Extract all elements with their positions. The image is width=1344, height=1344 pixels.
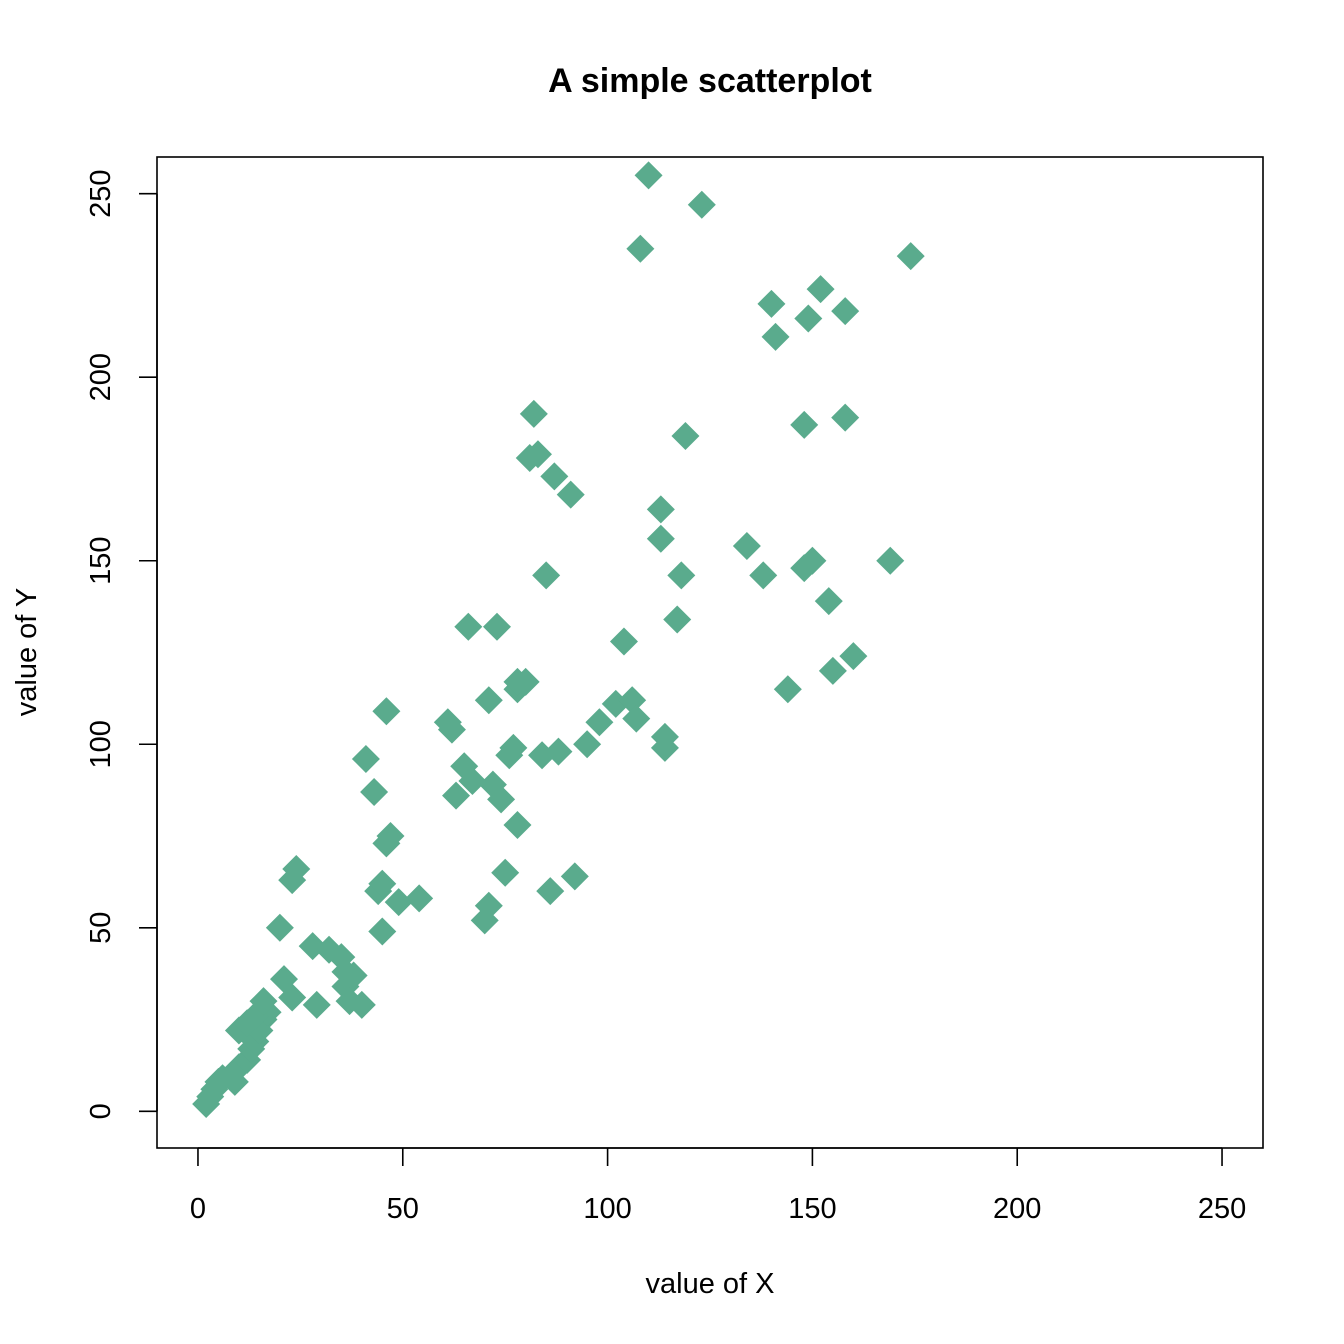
- y-tick-label: 0: [85, 1103, 117, 1119]
- x-axis: 0 50 100 150 200 250: [190, 1147, 1246, 1225]
- data-point: [585, 708, 614, 737]
- x-tick-label: 50: [387, 1193, 419, 1225]
- x-tick-label: 250: [1198, 1193, 1246, 1225]
- data-point: [347, 990, 376, 1019]
- data-point: [757, 289, 786, 318]
- y-tick-label: 150: [85, 537, 117, 585]
- data-point: [519, 399, 548, 428]
- data-point: [622, 704, 651, 733]
- data-point: [544, 737, 573, 766]
- data-point: [368, 869, 397, 898]
- data-point: [573, 730, 602, 759]
- data-point: [499, 733, 528, 762]
- data-point: [790, 410, 819, 439]
- data-point: [442, 781, 471, 810]
- data-point: [687, 190, 716, 219]
- data-point: [339, 961, 368, 990]
- data-point: [794, 304, 823, 333]
- data-point: [351, 744, 380, 773]
- data-point: [249, 987, 278, 1016]
- data-point: [503, 811, 532, 840]
- data-point: [618, 686, 647, 715]
- y-axis-label: value of Y: [11, 588, 43, 716]
- data-point: [384, 888, 413, 917]
- data-point: [896, 242, 925, 271]
- data-point: [560, 862, 589, 891]
- data-point: [437, 715, 466, 744]
- data-point: [646, 495, 675, 524]
- data-point: [634, 161, 663, 190]
- y-tick-label: 100: [85, 720, 117, 768]
- y-axis: 0 50 100 150 200 250: [85, 170, 158, 1119]
- x-axis-label: value of X: [646, 1268, 775, 1300]
- data-point: [650, 733, 679, 762]
- data-point: [523, 440, 552, 469]
- data-point: [532, 561, 561, 590]
- data-point: [814, 587, 843, 616]
- x-tick-label: 150: [788, 1193, 836, 1225]
- data-point: [831, 297, 860, 326]
- data-point: [474, 686, 503, 715]
- data-point: [372, 697, 401, 726]
- x-tick-label: 100: [583, 1193, 631, 1225]
- y-tick-label: 200: [85, 353, 117, 401]
- data-point: [233, 1009, 262, 1038]
- data-point: [646, 524, 675, 553]
- data-point: [376, 822, 405, 851]
- data-point: [626, 234, 655, 263]
- data-point: [360, 777, 389, 806]
- data-point: [556, 480, 585, 509]
- data-point: [536, 877, 565, 906]
- data-point: [831, 403, 860, 432]
- data-points: [192, 161, 925, 1118]
- x-tick-label: 200: [993, 1193, 1041, 1225]
- data-point: [749, 561, 778, 590]
- data-point: [761, 322, 790, 351]
- data-point: [405, 884, 434, 913]
- data-point: [511, 667, 540, 696]
- y-tick-label: 250: [85, 170, 117, 218]
- data-point: [732, 532, 761, 561]
- data-point: [609, 627, 638, 656]
- data-point: [667, 561, 696, 590]
- data-point: [798, 546, 827, 575]
- x-tick-label: 0: [190, 1193, 206, 1225]
- data-point: [876, 546, 905, 575]
- data-point: [458, 766, 487, 795]
- data-point: [302, 990, 331, 1019]
- data-point: [773, 675, 802, 704]
- data-point: [491, 858, 520, 887]
- data-point: [454, 612, 483, 641]
- data-point: [806, 275, 835, 304]
- data-point: [482, 612, 511, 641]
- data-point: [278, 983, 307, 1012]
- data-point: [818, 656, 847, 685]
- data-point: [487, 785, 516, 814]
- data-point: [282, 855, 311, 884]
- data-point: [233, 1045, 262, 1074]
- data-point: [839, 642, 868, 671]
- y-tick-label: 50: [85, 912, 117, 944]
- data-point: [265, 913, 294, 942]
- data-point: [663, 605, 692, 634]
- data-point: [671, 421, 700, 450]
- chart-title: A simple scatterplot: [548, 62, 872, 100]
- data-point: [540, 462, 569, 491]
- data-point: [368, 917, 397, 946]
- data-point: [474, 891, 503, 920]
